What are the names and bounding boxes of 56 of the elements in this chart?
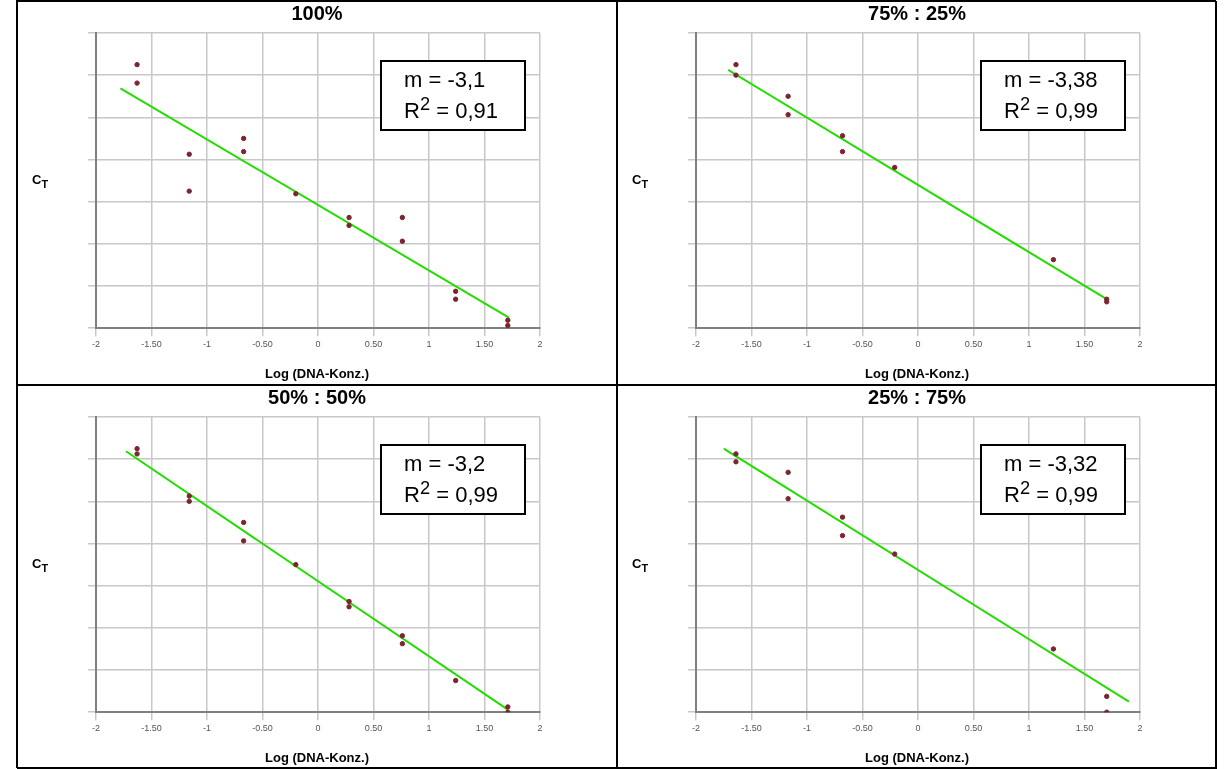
- chart-title: 75% : 25%: [867, 2, 967, 25]
- x-tick-label: 0: [915, 339, 921, 350]
- x-tick-label: 1.50: [475, 723, 494, 734]
- x-tick-label: -2: [691, 339, 701, 350]
- annotation: m = -3,1: [404, 67, 486, 92]
- chart-title: 100%: [290, 2, 344, 25]
- x-tick-label: -0.50: [852, 723, 873, 734]
- x-tick-label: 1: [1026, 723, 1032, 734]
- x-tick-label: -2: [91, 723, 101, 734]
- x-tick-label: 1: [426, 723, 432, 734]
- annotation: R$^{2}$ = 0,99: [404, 477, 498, 508]
- y-axis-title: C$_{T}$: [632, 556, 649, 574]
- chart-title: 50% : 50%: [267, 386, 367, 409]
- x-tick-label: -1: [202, 339, 212, 350]
- y-axis-title: C$_{T}$: [32, 556, 49, 574]
- x-tick-label: 2: [537, 339, 543, 350]
- x-tick-label: 2: [537, 723, 543, 734]
- x-tick-label: 1.50: [1075, 339, 1094, 350]
- x-axis-title: Log (DNA-Konz.): [864, 750, 970, 765]
- x-tick-label: -1.50: [741, 723, 762, 734]
- x-tick-label: -2: [91, 339, 101, 350]
- x-tick-label: 1.50: [475, 339, 494, 350]
- x-tick-label: -1: [202, 723, 212, 734]
- x-tick-label: 1: [1026, 339, 1032, 350]
- x-tick-label: 0: [915, 723, 921, 734]
- x-tick-label: 0.50: [364, 723, 383, 734]
- x-tick-label: -1: [802, 339, 812, 350]
- x-tick-label: 0.50: [964, 339, 983, 350]
- x-tick-label: 0.50: [964, 723, 983, 734]
- x-tick-label: -1.50: [141, 339, 162, 350]
- x-tick-label: -1.50: [741, 339, 762, 350]
- annotation: R$^{2}$ = 0,99: [1004, 477, 1098, 508]
- chart-title: 25% : 75%: [867, 386, 967, 409]
- x-tick-label: 2: [1137, 339, 1143, 350]
- x-axis-title: Log (DNA-Konz.): [264, 750, 370, 765]
- annotation: R$^{2}$ = 0,91: [404, 93, 498, 124]
- y-axis-title: C$_{T}$: [632, 172, 649, 190]
- x-tick-label: -1.50: [141, 723, 162, 734]
- x-tick-label: -0.50: [252, 723, 273, 734]
- annotation: R$^{2}$ = 0,99: [1004, 93, 1098, 124]
- x-tick-label: -2: [691, 723, 701, 734]
- x-tick-label: -1: [802, 723, 812, 734]
- x-tick-label: 1.50: [1075, 723, 1094, 734]
- annotation: m = -3,32: [1004, 451, 1098, 476]
- x-tick-label: -0.50: [252, 339, 273, 350]
- x-tick-label: -0.50: [852, 339, 873, 350]
- x-tick-label: 2: [1137, 723, 1143, 734]
- x-tick-label: 1: [426, 339, 432, 350]
- x-axis-title: Log (DNA-Konz.): [264, 366, 370, 381]
- annotation: m = -3,38: [1004, 67, 1098, 92]
- y-axis-title: C$_{T}$: [32, 172, 49, 190]
- x-tick-label: 0: [315, 339, 321, 350]
- x-tick-label: 0: [315, 723, 321, 734]
- annotation: m = -3,2: [404, 451, 486, 476]
- x-axis-title: Log (DNA-Konz.): [864, 366, 970, 381]
- x-tick-label: 0.50: [364, 339, 383, 350]
